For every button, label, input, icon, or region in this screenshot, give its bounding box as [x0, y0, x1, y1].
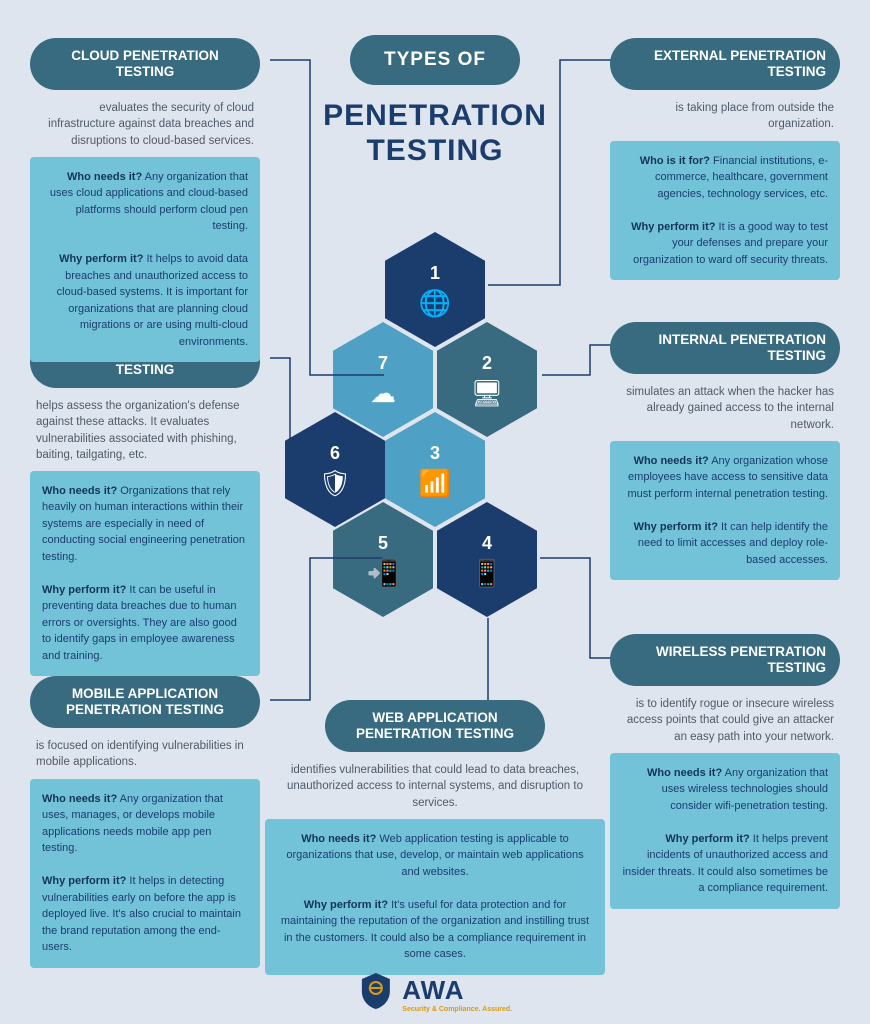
- why-label: Why perform it?: [631, 221, 715, 233]
- hex-icon: 🛡: [318, 470, 351, 496]
- card-box: Who needs it? Web application testing is…: [265, 819, 605, 975]
- why-label: Why perform it?: [42, 584, 126, 596]
- card-title: CLOUD PENETRATION TESTING: [30, 38, 260, 90]
- hex-4: 4📱: [437, 502, 537, 617]
- card-internal: INTERNAL PENETRATION TESTING simulates a…: [610, 322, 840, 580]
- hex-icon: 📱: [471, 560, 503, 586]
- who-label: Who needs it?: [301, 833, 376, 845]
- shield-icon: [358, 971, 394, 1016]
- card-box: Who needs it? Organizations that rely he…: [30, 471, 260, 677]
- card-wireless: WIRELESS PENETRATION TESTING is to ident…: [610, 634, 840, 909]
- card-box: Who needs it? Any organization whose emp…: [610, 441, 840, 581]
- card-box: Who needs it? Any organization that uses…: [30, 157, 260, 363]
- title-main: PENETRATION TESTING: [295, 99, 575, 168]
- card-box: Who needs it? Any organization that uses…: [30, 779, 260, 968]
- card-desc: helps assess the organization's defense …: [30, 388, 260, 470]
- logo: AWA Security & Compliance. Assured.: [358, 971, 512, 1016]
- why-label: Why perform it?: [665, 833, 749, 845]
- hex-icon: 📲: [367, 560, 399, 586]
- who-label: Who needs it?: [67, 171, 142, 183]
- hex-icon: ☁: [370, 380, 396, 406]
- hex-number: 1: [430, 263, 440, 284]
- hex-icon: 📶: [419, 470, 451, 496]
- hex-number: 2: [482, 353, 492, 374]
- card-desc: is taking place from outside the organiz…: [610, 90, 840, 140]
- hex-1: 1🌐: [385, 232, 485, 347]
- hex-number: 3: [430, 443, 440, 464]
- hex-3: 3📶: [385, 412, 485, 527]
- logo-name: AWA: [402, 975, 512, 1006]
- card-title: EXTERNAL PENETRATION TESTING: [610, 38, 840, 90]
- card-desc: identifies vulnerabilities that could le…: [265, 752, 605, 818]
- card-title: WIRELESS PENETRATION TESTING: [610, 634, 840, 686]
- why-label: Why perform it?: [634, 521, 718, 533]
- hex-number: 7: [378, 353, 388, 374]
- logo-tag: Security & Compliance. Assured.: [402, 1006, 512, 1013]
- title-block: TYPES OF PENETRATION TESTING: [295, 35, 575, 168]
- hex-number: 5: [378, 533, 388, 554]
- card-title: MOBILE APPLICATION PENETRATION TESTING: [30, 676, 260, 728]
- card-desc: is focused on identifying vulnerabilitie…: [30, 728, 260, 778]
- card-title: INTERNAL PENETRATION TESTING: [610, 322, 840, 374]
- who-label: Who needs it?: [634, 455, 709, 467]
- who-label: Who needs it?: [647, 767, 722, 779]
- card-box: Who needs it? Any organization that uses…: [610, 753, 840, 909]
- card-social: SOCIAL ENGINEERING TESTING helps assess …: [30, 336, 260, 676]
- hex-number: 6: [330, 443, 340, 464]
- why-label: Why perform it?: [42, 875, 126, 887]
- card-box: Who is it for? Financial institutions, e…: [610, 141, 840, 281]
- why-label: Why perform it?: [304, 899, 388, 911]
- card-desc: is to identify rogue or insecure wireles…: [610, 686, 840, 752]
- who-label: Who needs it?: [42, 485, 117, 497]
- card-cloud: CLOUD PENETRATION TESTING evaluates the …: [30, 38, 260, 362]
- card-web: WEB APPLICATION PENETRATION TESTING iden…: [265, 700, 605, 975]
- who-label: Who is it for?: [640, 155, 710, 167]
- why-text: It helps to avoid data breaches and unau…: [57, 253, 248, 348]
- card-desc: simulates an attack when the hacker has …: [610, 374, 840, 440]
- card-title: WEB APPLICATION PENETRATION TESTING: [325, 700, 545, 752]
- title-pill: TYPES OF: [350, 35, 520, 85]
- who-label: Who needs it?: [42, 793, 117, 805]
- hex-icon: 🌐: [419, 290, 451, 316]
- hex-icon: 🖥: [470, 380, 503, 406]
- card-mobile: MOBILE APPLICATION PENETRATION TESTING i…: [30, 676, 260, 968]
- hex-cluster: 1🌐2🖥3📶4📱5📲6🛡7☁: [285, 232, 585, 652]
- why-label: Why perform it?: [59, 253, 143, 265]
- hex-2: 2🖥: [437, 322, 537, 437]
- hex-number: 4: [482, 533, 492, 554]
- card-desc: evaluates the security of cloud infrastr…: [30, 90, 260, 156]
- card-external: EXTERNAL PENETRATION TESTING is taking p…: [610, 38, 840, 280]
